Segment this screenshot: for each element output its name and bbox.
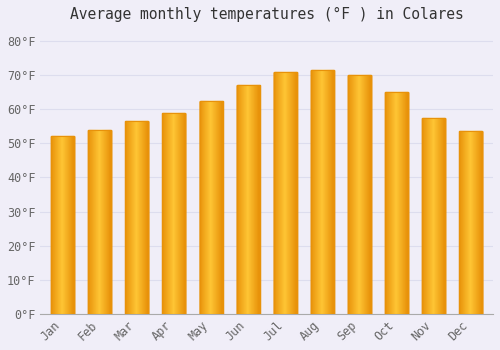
Bar [311, 70, 334, 314]
Bar [200, 101, 222, 314]
Bar [422, 118, 445, 314]
Bar [460, 131, 482, 314]
Bar [274, 72, 296, 314]
Bar [348, 75, 371, 314]
Title: Average monthly temperatures (°F ) in Colares: Average monthly temperatures (°F ) in Co… [70, 7, 464, 22]
Bar [51, 136, 74, 314]
Bar [236, 85, 260, 314]
Bar [162, 113, 186, 314]
Bar [88, 130, 111, 314]
Bar [126, 121, 148, 314]
Bar [385, 92, 408, 314]
